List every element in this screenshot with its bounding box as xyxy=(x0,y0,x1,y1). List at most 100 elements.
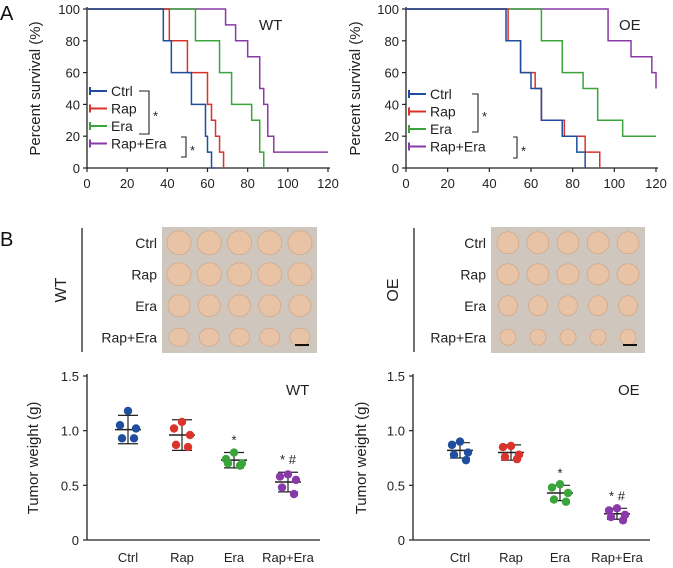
tumor-sample xyxy=(526,231,550,255)
photo-row-label-ctrl: Ctrl xyxy=(135,235,157,251)
y-tick-label: 20 xyxy=(66,129,80,144)
tumor-sample xyxy=(529,328,547,346)
y-axis-title: Tumor weight (g) xyxy=(25,402,42,515)
tumor-sample xyxy=(257,230,283,256)
data-point-rap-era xyxy=(275,472,285,481)
tumor-sample xyxy=(227,230,252,256)
data-point-era xyxy=(235,461,245,470)
tumor-sample xyxy=(496,231,520,255)
data-point-era xyxy=(561,497,571,506)
significance-mark: * xyxy=(190,143,195,158)
data-point-rap-era xyxy=(289,489,299,499)
x-tick-label: Ctrl xyxy=(450,550,470,565)
y-tick-label: 1.5 xyxy=(387,369,405,384)
tumor-sample xyxy=(556,263,580,286)
x-tick-label: Era xyxy=(224,550,245,565)
data-point-rap xyxy=(169,424,179,433)
tumor-sample xyxy=(289,327,311,347)
y-tick-label: 80 xyxy=(385,34,399,49)
x-tick-label: Ctrl xyxy=(118,550,138,565)
tumor-sample xyxy=(589,328,607,346)
x-tick-label: 0 xyxy=(402,176,409,191)
tumor-weight-chart-wt: 0 0.5 1.0 1.5 Tumor weight (g) WT Ctrl Rap Era * R… xyxy=(25,369,320,565)
tumor-sample xyxy=(196,230,222,256)
y-tick-label: 80 xyxy=(66,34,80,49)
tumor-sample xyxy=(168,327,190,347)
tumor-sample xyxy=(586,231,610,255)
x-tick-label: 0 xyxy=(83,176,90,191)
x-tick-label: 60 xyxy=(524,176,538,191)
genotype-tag: OE xyxy=(619,17,641,34)
tumor-sample xyxy=(228,294,251,318)
legend-label-rap-era: Rap+Era xyxy=(111,136,167,152)
survival-line-rap-era xyxy=(406,8,657,89)
tumor-weight-chart-oe: 0 0.5 1.0 1.5 Tumor weight (g) OE Ctrl Rap Era * R… xyxy=(353,369,650,565)
tumor-sample xyxy=(288,294,312,318)
tumor-sample xyxy=(257,262,283,287)
legend-label-era: Era xyxy=(430,121,452,137)
y-tick-label: 0 xyxy=(398,533,405,548)
tumor-sample xyxy=(618,295,638,317)
data-point-ctrl xyxy=(461,455,471,465)
survival-line-ctrl xyxy=(406,8,586,168)
data-point-rap xyxy=(506,441,516,451)
significance-mark: * xyxy=(557,465,562,480)
data-point-era xyxy=(229,448,239,457)
y-tick-label: 40 xyxy=(385,97,399,112)
y-tick-label: 60 xyxy=(66,66,80,81)
survival-line-rap-era xyxy=(87,8,328,153)
data-point-rap xyxy=(512,454,522,464)
data-point-rap xyxy=(185,430,195,440)
legend-label-rap: Rap xyxy=(111,101,137,117)
data-point-rap-era xyxy=(618,516,628,525)
tumor-sample xyxy=(586,263,610,286)
significance-mark: * xyxy=(153,109,158,124)
data-point-ctrl xyxy=(455,437,465,446)
x-tick-label: Era xyxy=(550,550,571,565)
data-point-ctrl xyxy=(449,450,459,459)
data-point-rap-era xyxy=(291,475,301,485)
photo-genotype-label: OE xyxy=(385,278,402,301)
tumor-sample xyxy=(166,230,192,256)
data-point-rap-era xyxy=(606,512,616,522)
x-tick-label: 80 xyxy=(240,176,254,191)
photo-row-label-ctrl: Ctrl xyxy=(464,235,486,251)
tumor-sample xyxy=(526,263,550,286)
significance-mark: * xyxy=(482,109,487,124)
tumor-sample xyxy=(616,231,640,255)
tumor-sample xyxy=(167,294,191,318)
x-tick-label: 120 xyxy=(317,176,339,191)
data-point-rap-era xyxy=(283,470,293,479)
significance-bracket xyxy=(513,136,518,159)
survival-line-era xyxy=(406,8,656,137)
tumor-sample xyxy=(556,231,580,255)
tumor-sample xyxy=(229,327,250,347)
survival-line-era xyxy=(87,8,265,168)
tumor-sample xyxy=(559,328,577,346)
data-point-era xyxy=(549,495,559,504)
data-point-era xyxy=(223,459,233,468)
data-point-ctrl xyxy=(129,434,139,443)
y-axis-title: Percent survival (%) xyxy=(347,21,364,155)
survival-line-ctrl xyxy=(87,8,216,169)
panel-letter-b: B xyxy=(0,229,13,251)
y-tick-label: 0.5 xyxy=(387,478,405,493)
y-tick-label: 1.5 xyxy=(61,369,79,384)
tumor-sample xyxy=(196,262,222,287)
x-tick-label: 120 xyxy=(645,176,667,191)
significance-mark: * # xyxy=(609,488,626,503)
tumor-sample xyxy=(287,262,313,287)
tumor-sample xyxy=(558,295,578,317)
genotype-tag: WT xyxy=(286,382,309,399)
data-point-era xyxy=(563,488,573,498)
tumor-sample xyxy=(197,294,221,318)
x-tick-label: 60 xyxy=(200,176,214,191)
data-point-era xyxy=(555,480,565,489)
x-tick-label: 20 xyxy=(440,176,454,191)
y-axis-title: Percent survival (%) xyxy=(27,21,44,155)
photo-row-label-rap: Rap xyxy=(460,266,486,282)
tumor-sample xyxy=(496,263,520,286)
data-point-ctrl xyxy=(447,440,457,450)
genotype-tag: WT xyxy=(259,17,282,34)
tumor-sample xyxy=(588,295,608,317)
